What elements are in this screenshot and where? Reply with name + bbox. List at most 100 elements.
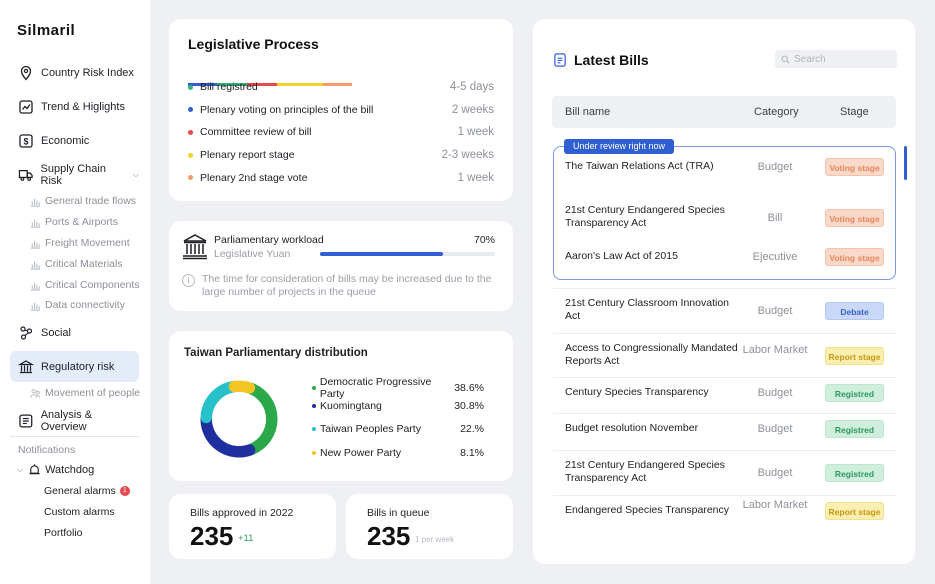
nav-label: Analysis & Overview xyxy=(40,408,93,433)
workload-progress-fill xyxy=(320,252,443,256)
bills-queue-value: 235 xyxy=(367,521,411,551)
workload-title: Parliamentary workload xyxy=(214,234,324,246)
sub-label: Critical Materials xyxy=(45,258,123,270)
bill-row[interactable]: Endangered Species Transparency Labor Mar… xyxy=(565,499,885,520)
bill-stage-badge: Voting stage xyxy=(825,208,884,227)
alarm-bell-icon xyxy=(29,464,40,475)
parliamentary-workload-card: Parliamentary workload Legislative Yuan … xyxy=(169,221,513,311)
party-legend-item: New Power Party 8.1% xyxy=(312,447,484,459)
step-duration: 4-5 days xyxy=(449,81,494,93)
bills-search-input[interactable]: Search xyxy=(775,50,897,68)
step-label: Plenary 2nd stage vote xyxy=(200,171,308,184)
process-bar-segment xyxy=(323,83,352,86)
bill-row[interactable]: Aaron's Law Act of 2015 Ejecutive Voting s… xyxy=(565,248,885,266)
sub-movement-of-people[interactable]: Movement of people xyxy=(30,387,140,399)
bill-name: 21st Century Endangered Species Transpar… xyxy=(565,459,725,484)
alarm-count-badge: 1 xyxy=(119,486,130,496)
party-percent: 38.6% xyxy=(454,382,484,394)
sub-freight-movement[interactable]: Freight Movement xyxy=(30,237,130,249)
bills-approved-value: 235 xyxy=(190,521,234,551)
nav-trend-highlights[interactable]: Trend & Higlights xyxy=(10,91,139,122)
col-stage[interactable]: Stage xyxy=(840,106,869,118)
nav-social[interactable]: Social xyxy=(10,317,139,348)
bar-chart-icon xyxy=(30,302,41,311)
bill-row[interactable]: The Taiwan Relations Act (TRA) Budget Voti… xyxy=(565,158,885,176)
chevron-down-icon[interactable]: ⌵ xyxy=(17,464,24,474)
legend-dot xyxy=(312,427,316,431)
step-duration: 1 week xyxy=(457,126,494,139)
donut-slice xyxy=(200,413,256,458)
nav-economic[interactable]: $ Economic xyxy=(10,125,139,156)
sub-general-trade-flows[interactable]: General trade flows xyxy=(30,195,136,207)
nav-label: Supply Chain Risk xyxy=(40,162,106,187)
tree-watchdog[interactable]: ⌵ Watchdog xyxy=(17,463,94,476)
process-bar-segment xyxy=(217,83,247,86)
row-divider xyxy=(553,495,896,496)
bar-chart-icon xyxy=(30,219,41,228)
location-icon xyxy=(20,65,32,80)
under-review-group xyxy=(553,146,896,280)
distribution-title: Taiwan Parliamentary distribution xyxy=(184,347,368,359)
bill-row[interactable]: Budget resolution November Budget Registre… xyxy=(565,420,885,438)
legislative-process-card: Legislative Process Bill registred 4-5 da… xyxy=(169,19,513,201)
sub-critical-materials[interactable]: Critical Materials xyxy=(30,258,123,270)
bill-name: Budget resolution November xyxy=(565,422,699,434)
bills-approved-card: Bills approved in 2022 235 +11 xyxy=(169,494,336,559)
nav-country-risk-index[interactable]: Country Risk Index xyxy=(10,57,139,88)
tree-portfolio[interactable]: Portfolio xyxy=(44,527,83,539)
sub-critical-components[interactable]: Critical Components xyxy=(30,279,140,291)
search-icon xyxy=(781,55,790,63)
bill-stage-badge: Registred xyxy=(825,384,884,402)
nav-label: Trend & Higlights xyxy=(41,100,125,113)
party-name: New Power Party xyxy=(320,446,402,459)
donut-slice xyxy=(245,382,278,456)
notifications-label: Notifications xyxy=(18,444,76,456)
col-category[interactable]: Category xyxy=(754,106,799,118)
legislative-process-title: Legislative Process xyxy=(188,36,319,52)
step-label: Plenary report stage xyxy=(200,149,295,162)
sub-label: Critical Components xyxy=(45,279,140,291)
bill-stage-badge: Voting stage xyxy=(825,248,884,266)
nav-supply-chain-risk[interactable]: Supply Chain Risk ⌵ xyxy=(10,159,139,190)
tree-label: General alarms xyxy=(44,485,116,497)
party-percent: 8.1% xyxy=(460,446,484,459)
bill-row[interactable]: 21st Century Classroom Innovation Act Bud… xyxy=(565,297,885,324)
chevron-down-icon[interactable]: ⌵ xyxy=(132,169,139,179)
parliament-building-icon xyxy=(183,234,207,260)
nav-analysis-overview[interactable]: Analysis & Overview xyxy=(10,405,139,436)
document-icon xyxy=(554,53,566,67)
tree-custom-alarms[interactable]: Custom alarms xyxy=(44,506,115,518)
bill-category: Labor Market xyxy=(742,343,808,356)
bill-category: Bill xyxy=(767,211,783,224)
sidebar-divider xyxy=(10,436,139,437)
bill-row[interactable]: 21st Century Endangered Species Transpar… xyxy=(565,204,885,231)
party-legend-item: Democratic Progressive Party 38.6% xyxy=(312,376,484,400)
row-divider xyxy=(553,413,896,414)
people-network-icon xyxy=(20,325,33,340)
info-icon: i xyxy=(182,274,195,287)
bill-name: Access to Congressionally Mandated Repor… xyxy=(565,342,738,367)
bill-row[interactable]: Access to Congressionally Mandated Repor… xyxy=(565,342,885,369)
process-bar-segment xyxy=(247,83,277,86)
step-dot xyxy=(188,129,193,135)
nav-regulatory-risk[interactable]: Regulatory risk xyxy=(10,351,139,382)
step-duration: 1 week xyxy=(457,171,494,184)
bills-queue-label: Bills in queue xyxy=(367,507,430,519)
bills-queue-rate: 1 per week xyxy=(415,535,455,544)
sub-data-connectivity[interactable]: Data connectivity xyxy=(30,299,125,311)
bill-row[interactable]: Century Species Transparency Budget Regist… xyxy=(565,384,885,402)
step-dot xyxy=(188,84,193,90)
bill-name: Aaron's Law Act of 2015 xyxy=(565,250,678,262)
bill-row[interactable]: 21st Century Endangered Species Transpar… xyxy=(565,459,885,486)
sub-label: Movement of people xyxy=(45,387,141,399)
process-step: Plenary 2nd stage vote 1 week xyxy=(188,172,494,184)
sidebar: Silmaril Country Risk Index Trend & Higl… xyxy=(0,0,150,584)
tree-general-alarms[interactable]: General alarms 1 xyxy=(44,485,130,497)
bills-scrollbar[interactable] xyxy=(904,146,907,180)
col-bill-name[interactable]: Bill name xyxy=(565,106,611,118)
workload-progress-bar xyxy=(320,252,495,256)
process-step: Bill registred 4-5 days xyxy=(188,81,494,93)
bill-name: Endangered Species Transparency xyxy=(565,504,730,516)
tree-label: Portfolio xyxy=(44,527,83,539)
sub-ports-airports[interactable]: Ports & Airports xyxy=(30,216,118,228)
